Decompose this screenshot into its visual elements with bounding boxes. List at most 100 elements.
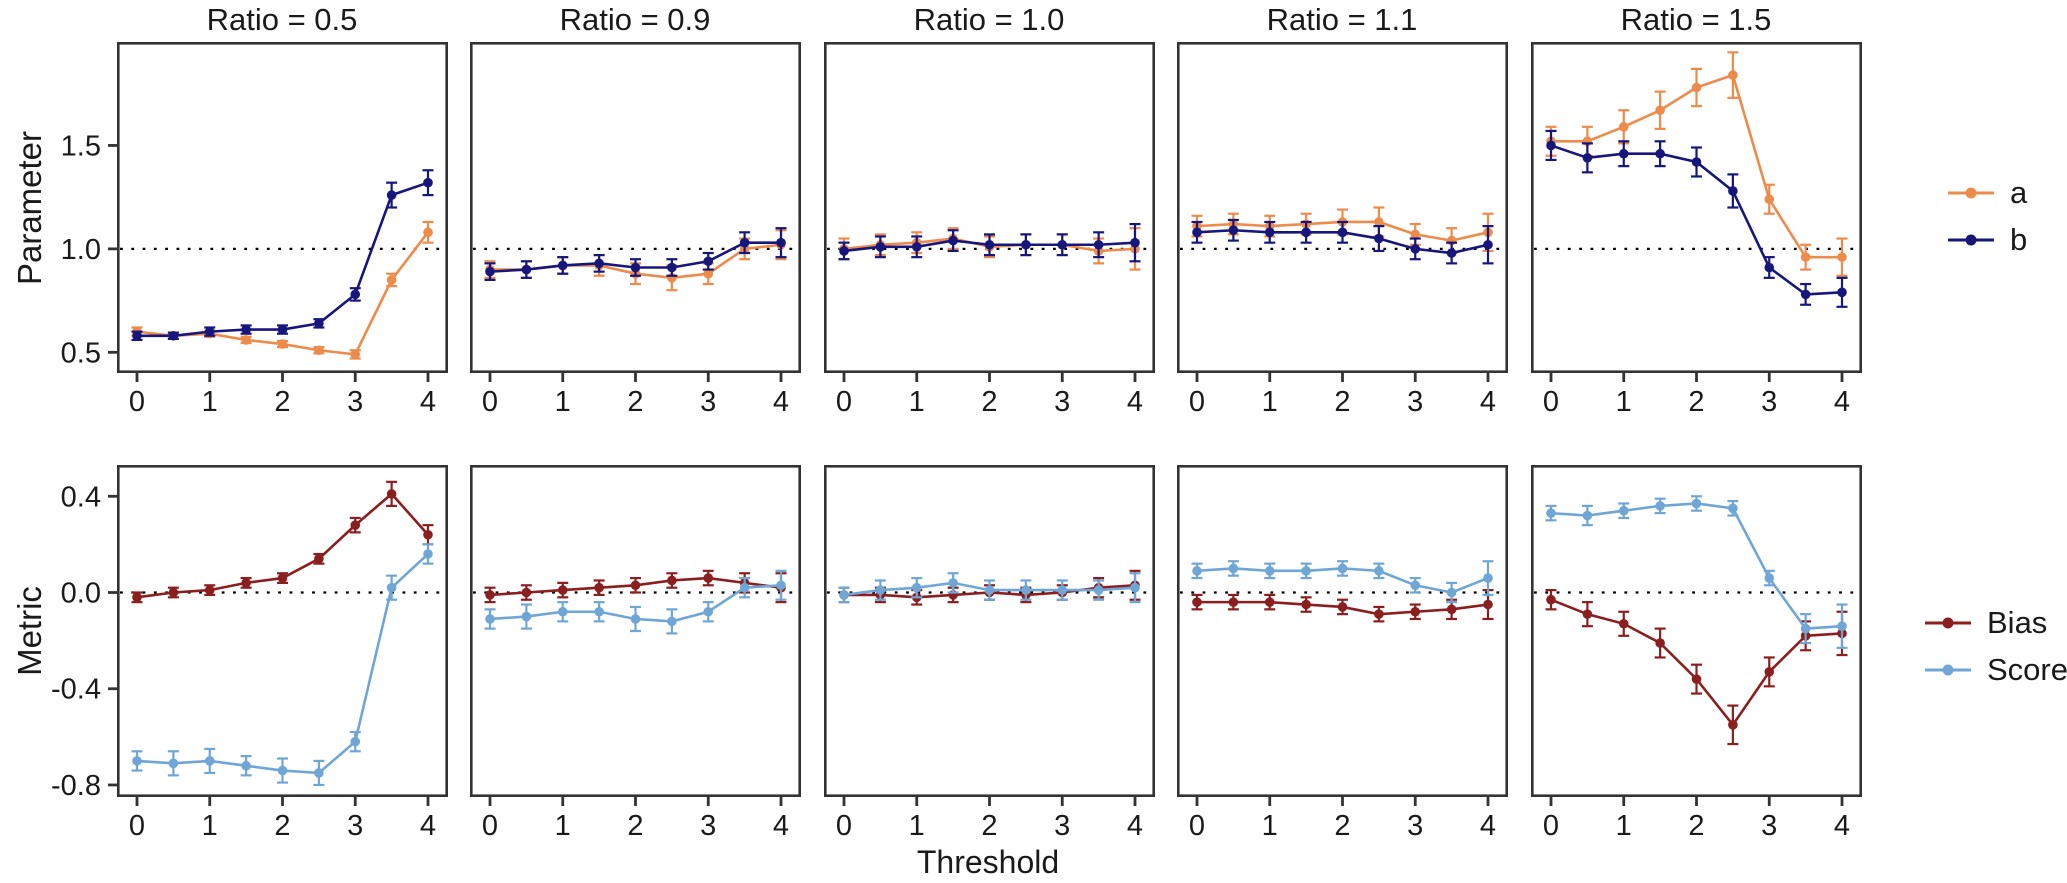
point-b bbox=[1020, 239, 1031, 250]
y-axis-label-metric: Metric bbox=[11, 586, 48, 676]
point-score bbox=[1618, 505, 1629, 516]
point-b bbox=[984, 239, 994, 250]
point-bias bbox=[630, 580, 641, 591]
series-score bbox=[838, 572, 1140, 604]
point-score bbox=[1836, 621, 1847, 631]
point-score bbox=[703, 606, 714, 617]
x-axis-ticks: 0 1 2 3 4 bbox=[129, 797, 436, 842]
point-b bbox=[1192, 227, 1202, 238]
legend-key-a-icon bbox=[1948, 185, 1994, 201]
point-a bbox=[1654, 105, 1665, 116]
x-tick-label: 4 bbox=[420, 386, 436, 418]
point-b bbox=[557, 260, 568, 271]
point-score bbox=[911, 582, 922, 593]
x-tick-label: 3 bbox=[1054, 386, 1070, 418]
x-tick-label: 2 bbox=[1688, 386, 1704, 418]
point-a bbox=[1374, 217, 1384, 227]
series-b bbox=[484, 227, 787, 282]
x-tick-label: 4 bbox=[1480, 810, 1496, 842]
point-b bbox=[1483, 239, 1493, 250]
facet-title-ratio-0-9: Ratio = 0.9 bbox=[559, 2, 711, 37]
point-bias bbox=[423, 529, 433, 540]
point-b bbox=[1545, 140, 1556, 151]
point-b bbox=[1093, 239, 1103, 250]
point-b bbox=[386, 190, 397, 200]
x-tick-label: 4 bbox=[1833, 386, 1849, 418]
point-score bbox=[1264, 566, 1275, 576]
x-tick-label: 2 bbox=[627, 386, 643, 418]
x-tick-label: 2 bbox=[1334, 810, 1350, 842]
facet-panel-parameter-4: 0 1 2 3 4 bbox=[1530, 41, 1862, 418]
point-bias bbox=[168, 587, 179, 598]
point-score bbox=[1582, 510, 1592, 521]
point-bias bbox=[132, 592, 142, 603]
point-bias bbox=[1582, 609, 1592, 619]
facet-panel-metric-0: 0 1 2 3 4 0.4 0.0 -0.4 -0.8 bbox=[51, 464, 448, 842]
x-tick-label: 1 bbox=[1615, 386, 1631, 418]
point-bias bbox=[1301, 599, 1311, 610]
point-score bbox=[1800, 623, 1810, 634]
x-axis-ticks: 0 1 2 3 4 bbox=[835, 373, 1143, 418]
y-tick-label: 1.0 bbox=[61, 234, 101, 266]
point-a bbox=[703, 268, 714, 279]
legend-item-score: Score bbox=[1925, 653, 2067, 687]
point-a bbox=[1727, 70, 1738, 80]
x-tick-label: 3 bbox=[347, 810, 363, 842]
point-bias bbox=[485, 590, 495, 600]
point-b bbox=[838, 246, 849, 256]
x-tick-label: 4 bbox=[1833, 810, 1849, 842]
point-score bbox=[1727, 503, 1738, 514]
point-b bbox=[1374, 233, 1384, 244]
x-tick-label: 4 bbox=[773, 810, 789, 842]
x-tick-label: 3 bbox=[1761, 810, 1777, 842]
point-b bbox=[1337, 227, 1348, 238]
x-tick-label: 0 bbox=[1542, 810, 1558, 842]
point-b bbox=[314, 318, 324, 329]
point-score bbox=[1654, 501, 1665, 511]
point-b bbox=[168, 330, 179, 341]
x-tick-label: 1 bbox=[908, 386, 924, 418]
legend-key-b-icon bbox=[1948, 232, 1994, 248]
point-b bbox=[423, 177, 433, 188]
point-bias bbox=[1228, 597, 1239, 607]
point-bias bbox=[1691, 674, 1701, 684]
point-b bbox=[1582, 153, 1592, 163]
point-score bbox=[277, 765, 288, 776]
panel-border bbox=[1176, 464, 1508, 797]
x-tick-label: 2 bbox=[1334, 386, 1350, 418]
point-score bbox=[667, 616, 677, 627]
point-bias bbox=[703, 573, 714, 583]
point-score bbox=[485, 614, 495, 624]
point-b bbox=[1691, 157, 1701, 167]
point-score bbox=[1410, 580, 1421, 591]
point-score bbox=[739, 582, 750, 593]
x-tick-label: 2 bbox=[981, 386, 997, 418]
point-score bbox=[386, 582, 397, 593]
facet-panel-parameter-3: 0 1 2 3 4 bbox=[1176, 41, 1508, 418]
point-score bbox=[350, 736, 361, 747]
x-tick-label: 3 bbox=[1407, 386, 1423, 418]
legend-label-b: b bbox=[2010, 222, 2028, 257]
legend-metric: Bias Score bbox=[1925, 606, 2067, 687]
legend-key-bias-icon bbox=[1925, 615, 1971, 631]
point-b bbox=[132, 330, 142, 341]
point-b bbox=[1129, 237, 1140, 248]
series-bias bbox=[131, 480, 434, 604]
point-score bbox=[947, 578, 958, 588]
point-b bbox=[1618, 148, 1629, 159]
legend-item-b: b bbox=[1948, 223, 2027, 257]
panel-border bbox=[823, 41, 1155, 373]
point-score bbox=[1446, 587, 1457, 598]
point-a bbox=[423, 227, 433, 238]
point-a bbox=[241, 335, 251, 345]
x-tick-label: 2 bbox=[627, 810, 643, 842]
point-score bbox=[1691, 498, 1701, 509]
series-b bbox=[1545, 129, 1847, 308]
point-a bbox=[1763, 194, 1774, 205]
point-b bbox=[1836, 287, 1847, 298]
point-b bbox=[241, 324, 251, 335]
point-bias bbox=[1727, 720, 1738, 730]
point-score bbox=[1129, 582, 1140, 593]
x-tick-label: 1 bbox=[908, 810, 924, 842]
y-axis-ticks: 1.5 1.0 0.5 bbox=[61, 130, 117, 369]
